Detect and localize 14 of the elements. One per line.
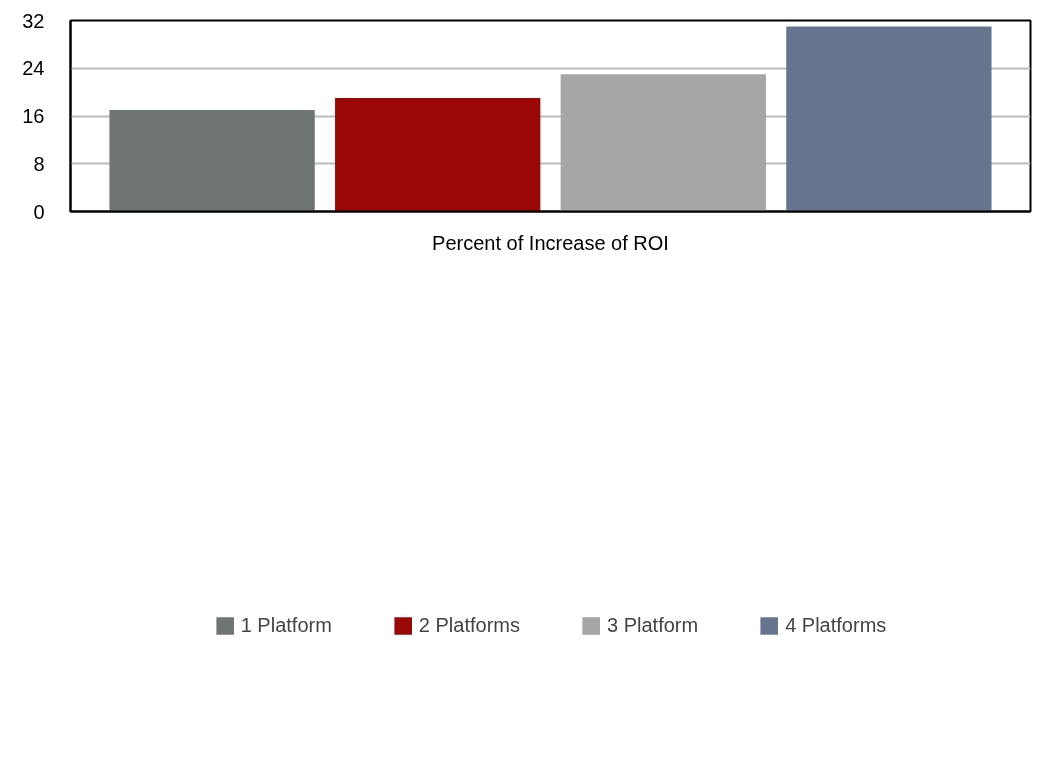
bar [335,98,541,212]
y-tick-label: 16 [22,105,45,127]
bar [560,74,766,212]
legend-label: 3 Platform [607,613,699,637]
bar [109,110,315,212]
y-tick-label: 24 [22,57,45,80]
y-tick-label: 8 [33,152,45,175]
legend-label: 1 Platform [240,613,332,637]
bar [786,26,992,212]
legend-label: 2 Platforms [418,613,520,637]
y-tick-label: 32 [22,9,45,32]
legend-label: 4 Platforms [785,613,887,637]
y-tick-label: 0 [33,200,45,223]
x-tick-label: Percent of Increase of ROI [432,231,669,254]
